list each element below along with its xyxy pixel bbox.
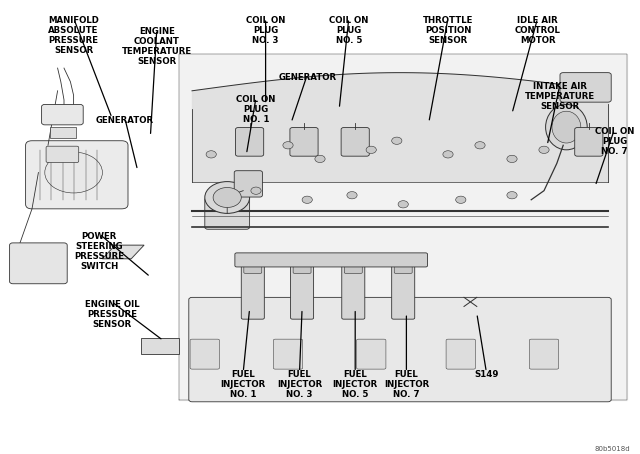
FancyBboxPatch shape [234,171,262,197]
Text: COIL ON
PLUG
NO. 1: COIL ON PLUG NO. 1 [236,95,276,124]
Circle shape [347,192,357,199]
Text: S149: S149 [474,370,499,379]
Text: GENERATOR: GENERATOR [278,73,336,82]
FancyBboxPatch shape [205,197,250,229]
Circle shape [302,196,312,203]
Circle shape [392,137,402,144]
Circle shape [32,143,115,202]
Text: ENGINE
COOLANT
TEMPERATURE
SENSOR: ENGINE COOLANT TEMPERATURE SENSOR [122,27,192,66]
Polygon shape [179,54,627,400]
FancyBboxPatch shape [189,297,611,402]
FancyBboxPatch shape [235,253,428,267]
FancyBboxPatch shape [241,262,264,319]
FancyBboxPatch shape [141,338,179,354]
FancyBboxPatch shape [46,146,79,163]
FancyBboxPatch shape [560,73,611,102]
Circle shape [456,196,466,203]
Text: THROTTLE
POSITION
SENSOR: THROTTLE POSITION SENSOR [423,16,473,45]
Text: COIL ON
PLUG
NO. 7: COIL ON PLUG NO. 7 [595,127,634,156]
Circle shape [205,182,250,213]
Text: FUEL
INJECTOR
NO. 5: FUEL INJECTOR NO. 5 [333,370,378,399]
Polygon shape [102,245,144,259]
Circle shape [45,152,102,193]
FancyBboxPatch shape [290,128,318,156]
FancyBboxPatch shape [273,339,303,369]
Text: MANIFOLD
ABSOLUTE
PRESSURE
SENSOR: MANIFOLD ABSOLUTE PRESSURE SENSOR [48,16,99,55]
Text: POWER
STEERING
PRESSURE
SWITCH: POWER STEERING PRESSURE SWITCH [74,232,124,271]
Text: INTAKE AIR
TEMPERATURE
SENSOR: INTAKE AIR TEMPERATURE SENSOR [525,82,595,111]
FancyBboxPatch shape [42,104,83,125]
FancyBboxPatch shape [446,339,476,369]
FancyBboxPatch shape [344,260,362,273]
FancyBboxPatch shape [26,141,128,209]
FancyBboxPatch shape [50,127,76,138]
Text: COIL ON
PLUG
NO. 5: COIL ON PLUG NO. 5 [329,16,369,45]
FancyBboxPatch shape [341,128,369,156]
FancyBboxPatch shape [244,260,262,273]
Text: FUEL
INJECTOR
NO. 3: FUEL INJECTOR NO. 3 [277,370,322,399]
Ellipse shape [545,104,588,150]
FancyBboxPatch shape [10,243,67,284]
FancyBboxPatch shape [342,262,365,319]
Text: IDLE AIR
CONTROL
MOTOR: IDLE AIR CONTROL MOTOR [515,16,561,45]
Circle shape [443,151,453,158]
FancyBboxPatch shape [356,339,386,369]
Circle shape [539,146,549,153]
Circle shape [507,155,517,163]
Text: COIL ON
PLUG
NO. 3: COIL ON PLUG NO. 3 [246,16,285,45]
Text: 80b5018d: 80b5018d [595,446,630,452]
Text: ENGINE OIL
PRESSURE
SENSOR: ENGINE OIL PRESSURE SENSOR [84,300,140,329]
Circle shape [251,187,261,194]
Circle shape [398,201,408,208]
FancyBboxPatch shape [394,260,412,273]
Circle shape [213,188,241,207]
Circle shape [475,142,485,149]
Ellipse shape [552,111,581,143]
Text: FUEL
INJECTOR
NO. 1: FUEL INJECTOR NO. 1 [221,370,266,399]
FancyBboxPatch shape [236,128,264,156]
FancyBboxPatch shape [575,128,603,156]
Text: GENERATOR: GENERATOR [96,116,154,125]
FancyBboxPatch shape [190,339,220,369]
FancyBboxPatch shape [293,260,311,273]
Text: FUEL
INJECTOR
NO. 7: FUEL INJECTOR NO. 7 [384,370,429,399]
Circle shape [315,155,325,163]
FancyBboxPatch shape [392,262,415,319]
Circle shape [206,151,216,158]
Circle shape [366,146,376,153]
Circle shape [507,192,517,199]
Circle shape [283,142,293,149]
FancyBboxPatch shape [291,262,314,319]
FancyBboxPatch shape [529,339,559,369]
